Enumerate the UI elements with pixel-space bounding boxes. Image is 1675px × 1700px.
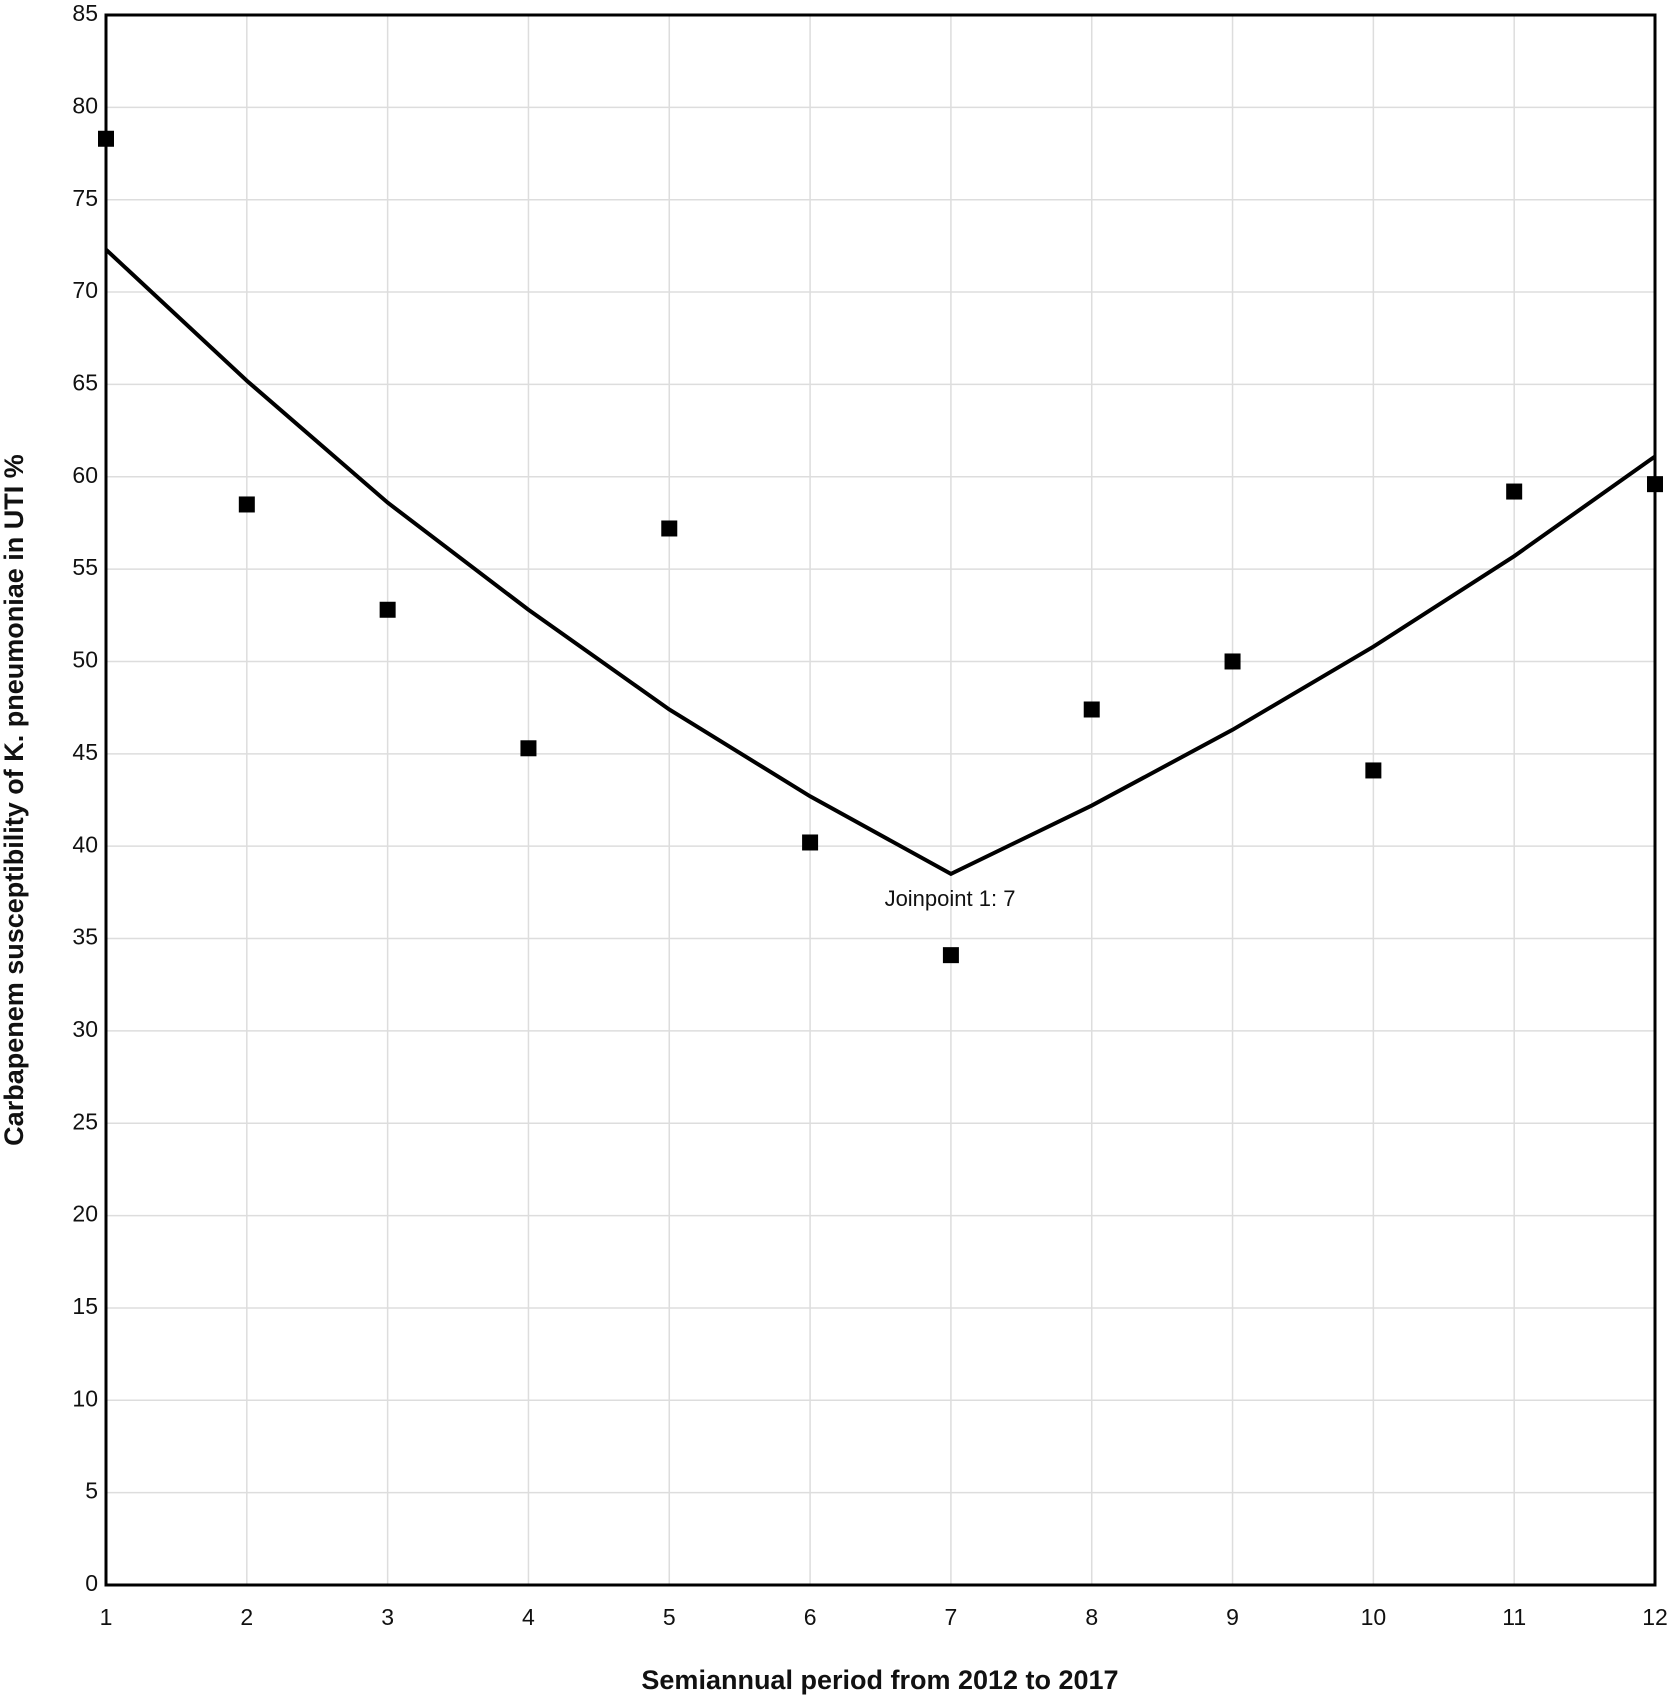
y-tick-label: 80 (72, 92, 98, 118)
y-tick-label: 10 (72, 1385, 98, 1411)
y-tick-label: 50 (72, 647, 98, 673)
x-tick-label: 12 (1642, 1604, 1668, 1630)
x-tick-label: 5 (663, 1604, 676, 1630)
data-point (802, 834, 819, 851)
data-point (379, 601, 396, 618)
x-tick-label: 1 (100, 1604, 113, 1630)
y-axis-title: Carbapenem susceptibility of K. pneumoni… (0, 454, 29, 1146)
trend-line (104, 248, 1657, 877)
x-tick-label: 3 (381, 1604, 394, 1630)
y-tick-label: 5 (85, 1478, 98, 1504)
y-tick-label: 40 (72, 831, 98, 857)
y-tick-label: 20 (72, 1201, 98, 1227)
y-tick-label: 55 (72, 554, 98, 580)
data-point (661, 520, 678, 537)
y-tick-label: 60 (72, 462, 98, 488)
annotation: Joinpoint 1: 7 (885, 886, 1016, 911)
data-point (1506, 483, 1523, 500)
y-tick-label: 45 (72, 739, 98, 765)
y-tick-label: 65 (72, 369, 98, 395)
y-tick-label: 15 (72, 1293, 98, 1319)
data-point (1647, 476, 1663, 493)
y-tick-label: 85 (72, 0, 98, 26)
x-tick-label: 10 (1361, 1604, 1387, 1630)
x-tick-label: 11 (1502, 1604, 1526, 1630)
x-tick-label: 9 (1226, 1604, 1239, 1630)
y-tick-label: 0 (85, 1570, 98, 1596)
x-tick-label: 7 (945, 1604, 958, 1630)
data-point (1224, 653, 1241, 670)
data-point (942, 947, 959, 964)
x-tick-label: 8 (1085, 1604, 1098, 1630)
y-tick-label: 35 (72, 924, 98, 950)
data-point (520, 740, 537, 757)
x-tick-label: 6 (804, 1604, 817, 1630)
y-tick-label: 70 (72, 277, 98, 303)
plot-frame (104, 13, 1657, 1587)
data-point (1083, 701, 1100, 718)
y-tick-label: 30 (72, 1016, 98, 1042)
data-point (1365, 762, 1382, 779)
data-point (98, 130, 114, 147)
grid (105, 14, 1656, 1586)
x-axis-title: Semiannual period from 2012 to 2017 (641, 1665, 1118, 1695)
x-tick-label: 4 (522, 1604, 535, 1630)
y-tick-label: 75 (72, 185, 98, 211)
data-point (238, 496, 255, 513)
y-tick-label: 25 (72, 1108, 98, 1134)
x-tick-label: 2 (240, 1604, 253, 1630)
